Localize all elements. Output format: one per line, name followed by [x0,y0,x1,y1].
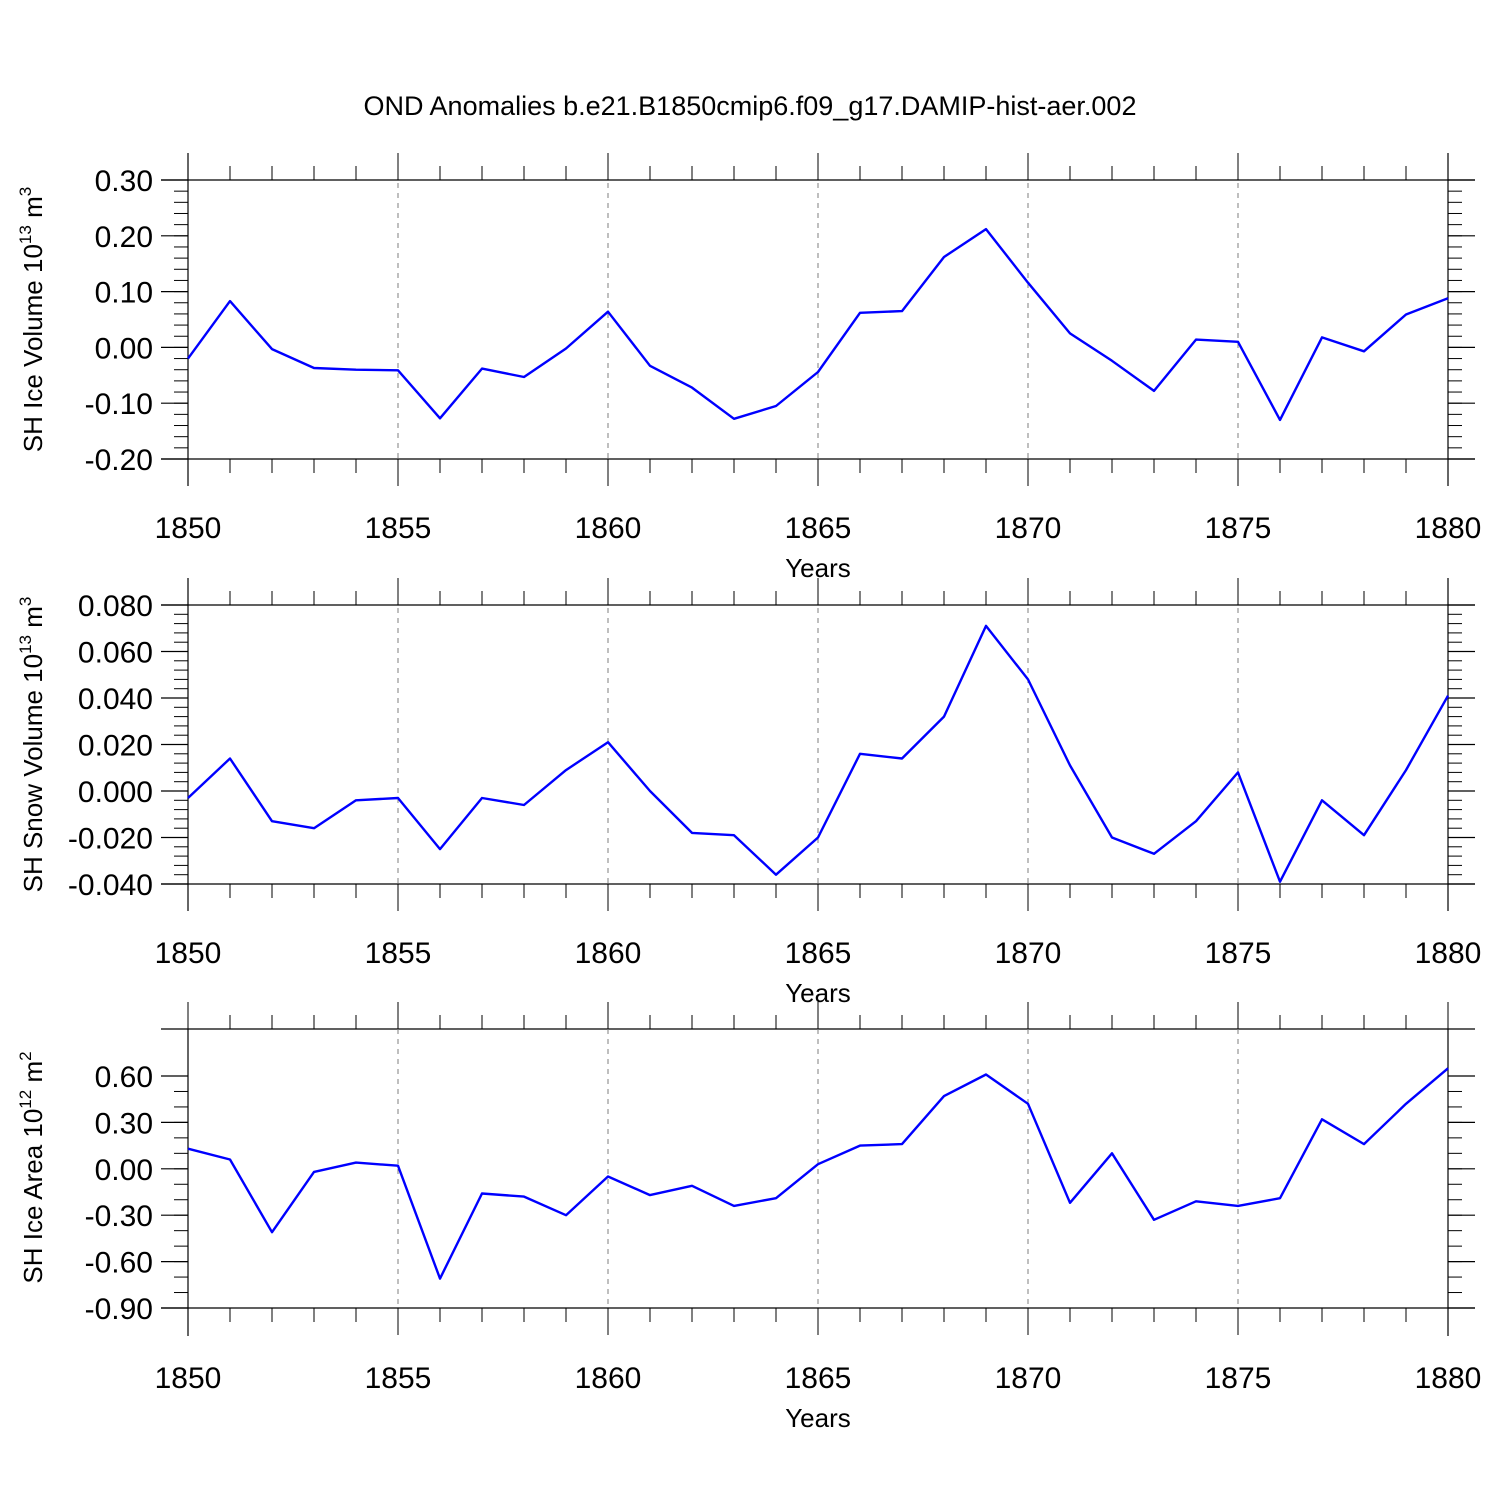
x-axis-label: Years [785,1403,851,1433]
x-tick-label: 1855 [365,937,432,970]
series-line [187,227,1449,422]
y-tick-label: -0.20 [85,444,153,477]
x-tick-label: 1855 [365,512,432,545]
y-tick-label: 0.040 [78,683,153,716]
x-tick-label: 1865 [785,937,852,970]
x-tick-label: 1880 [1415,1362,1482,1395]
x-tick-label: 1875 [1205,937,1272,970]
x-tick-label: 1870 [995,1362,1062,1395]
y-tick-label: -0.30 [85,1200,153,1233]
y-tick-label: 0.60 [95,1061,153,1094]
y-axis-label: SH Ice Volume 1013 m3 [16,187,48,452]
y-tick-label: 0.00 [95,332,153,365]
y-tick-label: -0.90 [85,1293,153,1326]
y-tick-label: 0.20 [95,221,153,254]
x-tick-label: 1875 [1205,512,1272,545]
x-tick-label: 1865 [785,1362,852,1395]
x-tick-label: 1850 [155,937,222,970]
y-tick-label: 0.30 [95,1107,153,1140]
y-axis-label: SH Ice Area 1012 m2 [16,1051,48,1283]
series-line [187,1067,1449,1280]
x-tick-label: 1875 [1205,1362,1272,1395]
x-tick-label: 1855 [365,1362,432,1395]
y-tick-label: 0.000 [78,776,153,809]
y-tick-label: 0.080 [78,590,153,623]
y-tick-label: -0.020 [68,823,153,856]
panel-3: 1850 1855 1860 1865 1870 1875 1880 -0.90 -0.60 -0… [16,1002,1481,1433]
y-tick-label: -0.040 [68,869,153,902]
x-tick-label: 1860 [575,1362,642,1395]
x-tick-label: 1860 [575,937,642,970]
x-tick-label: 1870 [995,512,1062,545]
x-tick-label: 1850 [155,512,222,545]
x-tick-label: 1880 [1415,512,1482,545]
panels: 1850 1855 1860 1865 1870 1875 1880 -0.20 -0.10 0.… [16,153,1481,1433]
y-axis-label: SH Snow Volume 1013 m3 [16,597,48,893]
y-tick-label: 0.10 [95,277,153,310]
y-tick-label: 0.060 [78,637,153,670]
x-tick-label: 1870 [995,937,1062,970]
y-tick-label: -0.10 [85,388,153,421]
panel-2: 1850 1855 1860 1865 1870 1875 1880 -0.040 -0.020… [16,578,1481,1008]
y-tick-label: 0.30 [95,165,153,198]
figure-title: OND Anomalies b.e21.B1850cmip6.f09_g17.D… [364,91,1137,121]
x-tick-label: 1880 [1415,937,1482,970]
x-tick-label: 1865 [785,512,852,545]
x-tick-label: 1860 [575,512,642,545]
series-line [187,624,1450,883]
y-tick-label: 0.00 [95,1154,153,1187]
y-tick-label: 0.020 [78,730,153,763]
y-tick-label: -0.60 [85,1247,153,1280]
x-tick-label: 1850 [155,1362,222,1395]
